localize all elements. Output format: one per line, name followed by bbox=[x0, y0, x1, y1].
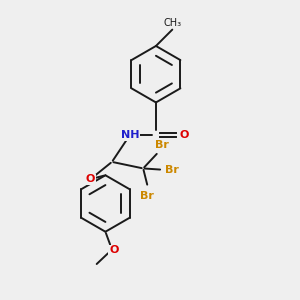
Text: O: O bbox=[179, 130, 189, 140]
Text: NH: NH bbox=[121, 130, 139, 140]
Text: CH₃: CH₃ bbox=[163, 18, 182, 28]
Text: Br: Br bbox=[165, 165, 179, 175]
Text: O: O bbox=[86, 174, 95, 184]
Text: Br: Br bbox=[140, 191, 154, 201]
Text: Br: Br bbox=[155, 140, 169, 150]
Text: O: O bbox=[109, 245, 119, 255]
